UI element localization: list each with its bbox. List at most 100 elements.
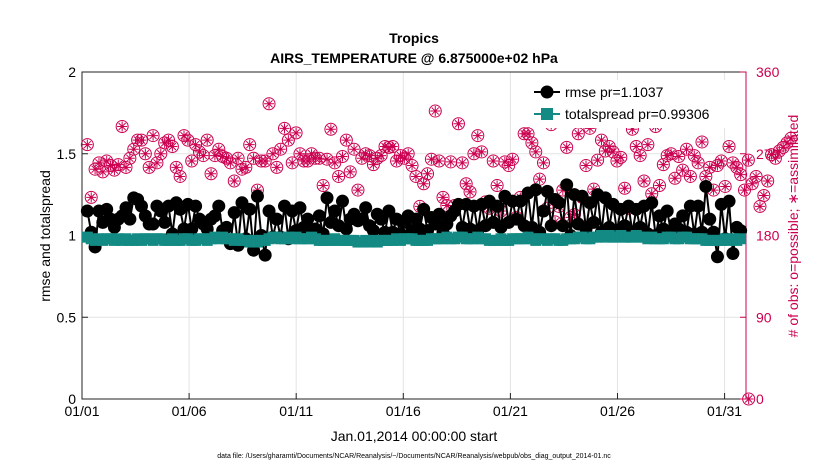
- obs-assimilated-point: [391, 156, 402, 167]
- obs-assimilated-point: [588, 184, 599, 195]
- obs-assimilated-point: [318, 180, 329, 191]
- obs-assimilated-point: [407, 160, 418, 171]
- obs-assimilated-point: [766, 149, 777, 160]
- obs-assimilated-point: [422, 168, 433, 179]
- x-tick-label: 01/11: [279, 403, 313, 419]
- obs-assimilated-point: [236, 164, 247, 175]
- obs-possible-point: [451, 117, 465, 131]
- obs-assimilated-point: [658, 159, 669, 170]
- obs-assimilated-point: [569, 209, 580, 220]
- obs-assimilated-point: [430, 106, 441, 117]
- rmse-point: [703, 212, 717, 226]
- obs-possible-point: [320, 152, 334, 166]
- series-possible: [80, 97, 798, 229]
- spread-point: [735, 233, 747, 245]
- obs-possible-point: [181, 133, 195, 147]
- obs-assimilated-point: [457, 157, 468, 168]
- obs-assimilated-point: [136, 135, 147, 146]
- obs-assimilated-point: [472, 130, 483, 141]
- obs-assimilated-point: [171, 162, 182, 173]
- obs-possible-point: [683, 169, 697, 183]
- obs-assimilated-point: [592, 155, 603, 166]
- y-tick-label: 0.5: [57, 309, 77, 325]
- obs-possible-point: [150, 156, 164, 170]
- rmse-point: [544, 219, 558, 233]
- obs-possible-point: [610, 154, 624, 168]
- obs-possible-point: [772, 144, 786, 158]
- obs-assimilated-point: [573, 128, 584, 139]
- obs-assimilated-point: [437, 192, 448, 203]
- obs-assimilated-point: [782, 137, 793, 148]
- obs-possible-point: [281, 133, 295, 147]
- obs-assimilated-point: [163, 135, 174, 146]
- obs-possible-point: [270, 160, 284, 174]
- obs-assimilated-point: [488, 156, 499, 167]
- x-tick-label: 01/06: [172, 403, 207, 419]
- obs-assimilated-point: [372, 153, 383, 164]
- rmse-point: [212, 199, 226, 213]
- obs-possible-point: [745, 177, 759, 191]
- y-tick-label: 0: [68, 391, 76, 407]
- x-tick-label: 01/21: [493, 403, 528, 419]
- obs-possible-point: [560, 140, 574, 154]
- legend-box: [530, 80, 738, 128]
- rmse-point: [158, 215, 172, 229]
- obs-possible-point: [768, 151, 782, 165]
- legend-rmse-marker: [540, 85, 554, 99]
- obs-assimilated-point: [264, 98, 275, 109]
- obs-assimilated-point: [279, 123, 290, 134]
- rmse-point: [726, 246, 740, 260]
- obs-assimilated-point: [105, 160, 116, 171]
- obs-assimilated-point: [441, 200, 452, 211]
- obs-assimilated-point: [700, 171, 711, 182]
- chart-title: Tropics: [389, 30, 439, 46]
- obs-assimilated-point: [611, 156, 622, 167]
- y-axis-right-label: # of obs: o=possible; ∗=assimilated: [785, 115, 801, 338]
- obs-possible-point: [765, 148, 779, 162]
- rmse-point: [80, 204, 94, 218]
- obs-possible-point: [730, 160, 744, 174]
- x-tick-label: 01/01: [64, 403, 99, 419]
- obs-assimilated-point: [499, 156, 510, 167]
- obs-assimilated-point: [646, 188, 657, 199]
- obs-assimilated-point: [716, 156, 727, 167]
- legend-rmse-label: rmse pr=1.1037: [565, 84, 664, 100]
- obs-assimilated-point: [785, 133, 796, 144]
- rmse-point: [100, 202, 114, 216]
- obs-assimilated-point: [399, 153, 410, 164]
- rmse-point: [374, 212, 388, 226]
- obs-assimilated-point: [426, 154, 437, 165]
- obs-assimilated-point: [244, 139, 255, 150]
- obs-assimilated-point: [476, 146, 487, 157]
- obs-possible-point: [223, 156, 237, 170]
- obs-possible-point: [718, 179, 732, 193]
- obs-assimilated-point: [503, 160, 514, 171]
- rmse-point: [146, 217, 160, 231]
- obs-assimilated-point: [465, 186, 476, 197]
- rmse-point: [123, 212, 137, 226]
- obs-assimilated-point: [198, 150, 209, 161]
- obs-assimilated-point: [202, 135, 213, 146]
- rmse-point: [119, 201, 133, 215]
- obs-possible-point: [761, 174, 775, 188]
- obs-assimilated-point: [507, 154, 518, 165]
- obs-assimilated-point: [221, 153, 232, 164]
- obs-possible-point: [421, 167, 435, 181]
- obs-assimilated-point: [364, 150, 375, 161]
- obs-assimilated-point: [666, 148, 677, 159]
- x-axis-label: Jan.01,2014 00:00:00 start: [331, 428, 498, 444]
- rmse-point: [583, 196, 597, 210]
- obs-assimilated-point: [140, 148, 151, 159]
- obs-possible-point: [656, 158, 670, 172]
- series-rmse: [80, 178, 748, 264]
- obs-possible-point: [463, 185, 477, 199]
- obs-possible-point: [784, 131, 798, 145]
- obs-assimilated-point: [639, 176, 650, 186]
- obs-possible-point: [262, 97, 276, 111]
- obs-possible-point: [618, 181, 632, 195]
- obs-assimilated-point: [341, 135, 352, 146]
- rmse-point: [587, 215, 601, 229]
- obs-assimilated-point: [770, 153, 781, 164]
- footer-data-file: data file: /Users/gharamti/Documents/NCA…: [217, 453, 611, 460]
- obs-assimilated-point: [778, 142, 789, 153]
